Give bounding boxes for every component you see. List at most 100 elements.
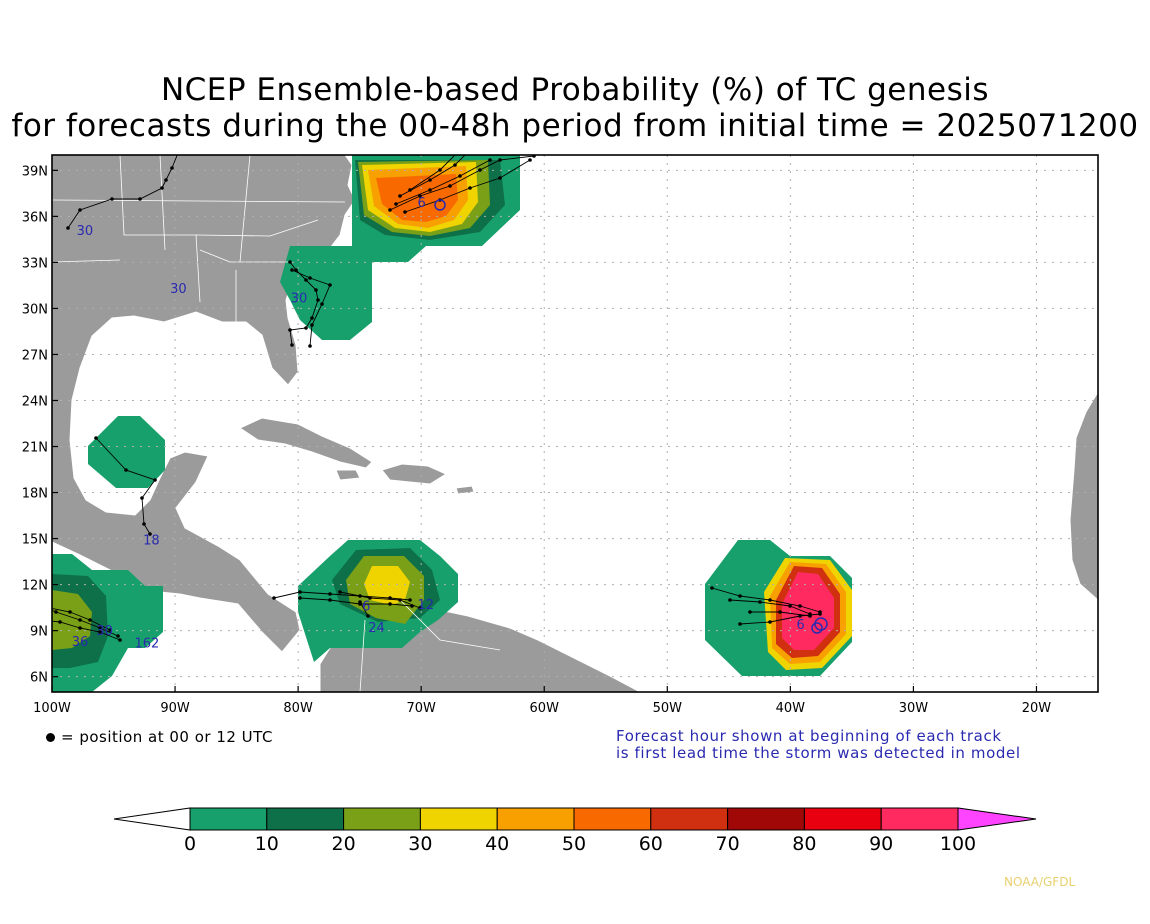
lat-tick-label: 24N bbox=[22, 394, 48, 409]
track-hour-label: 36 bbox=[72, 635, 89, 650]
track-dot bbox=[98, 626, 102, 630]
track-dot bbox=[468, 148, 472, 152]
track-dot bbox=[394, 202, 398, 206]
track-dot bbox=[778, 610, 782, 614]
land-cuba bbox=[238, 417, 373, 469]
track-dot bbox=[58, 620, 62, 624]
colorbar-tick-labels: 0 10 20 30 40 50 60 70 80 90 100 bbox=[184, 833, 976, 855]
lat-tick-label: 33N bbox=[22, 256, 48, 271]
forecast-note-line2: is first lead time the storm was detecte… bbox=[616, 744, 1021, 762]
track-dot bbox=[768, 620, 772, 624]
longitude-axis: 100W 90W 80W 70W 60W 50W 40W 30W 20W bbox=[33, 686, 1051, 716]
colorbar-tick-label: 0 bbox=[184, 833, 196, 855]
track-dot bbox=[138, 197, 142, 201]
track-dot bbox=[116, 634, 120, 638]
lon-tick-label: 80W bbox=[283, 701, 313, 716]
track-dot bbox=[798, 614, 802, 618]
track-dot bbox=[66, 226, 70, 230]
lat-tick-label: 15N bbox=[22, 533, 48, 548]
lon-tick-label: 30W bbox=[899, 701, 929, 716]
colorbar-tick-label: 50 bbox=[562, 833, 586, 855]
land-hispaniola bbox=[381, 463, 448, 485]
colorbar-segment bbox=[189, 807, 268, 831]
track-dot bbox=[110, 197, 114, 201]
track-hour-label: 30 bbox=[96, 624, 113, 639]
track-dot bbox=[272, 596, 276, 600]
colorbar-segment bbox=[880, 807, 959, 831]
lon-tick-label: 20W bbox=[1022, 701, 1052, 716]
track-dot bbox=[148, 532, 152, 536]
colorbar-segment bbox=[419, 807, 498, 831]
colorbar-segment bbox=[343, 807, 421, 831]
track-hour-label: 162 bbox=[134, 637, 159, 652]
forecast-note-line1: Forecast hour shown at beginning of each… bbox=[616, 727, 1002, 745]
track-dot bbox=[448, 184, 452, 188]
prob-area-yucatan-10 bbox=[88, 416, 165, 488]
track-dot bbox=[140, 496, 144, 500]
track-hour-label: 6 bbox=[417, 196, 425, 211]
track-dot bbox=[398, 598, 402, 602]
track-dot bbox=[310, 316, 314, 320]
colorbar-segment bbox=[650, 807, 729, 831]
track-dot bbox=[316, 298, 320, 302]
colorbar-tick-label: 30 bbox=[408, 833, 432, 855]
position-dot-icon bbox=[46, 733, 55, 742]
track-dot bbox=[403, 210, 407, 214]
track-dot bbox=[528, 158, 532, 162]
track-dot bbox=[98, 630, 102, 634]
map-title: NCEP Ensemble-based Probability (%) of T… bbox=[160, 72, 990, 108]
colorbar-under-arrow bbox=[113, 807, 191, 831]
colorbar-tick-label: 40 bbox=[485, 833, 509, 855]
colorbar-segment bbox=[803, 807, 882, 831]
track-dot bbox=[118, 638, 122, 642]
land-africa bbox=[1069, 391, 1098, 601]
track-dot bbox=[758, 600, 762, 604]
map-subtitle: for forecasts during the 00-48h period f… bbox=[11, 108, 1139, 144]
track-dot bbox=[418, 194, 422, 198]
colorbar-tick-label: 60 bbox=[639, 833, 663, 855]
lat-tick-label: 36N bbox=[22, 210, 48, 225]
track-dot bbox=[38, 618, 42, 622]
track-dot bbox=[728, 598, 732, 602]
track-dot bbox=[468, 186, 472, 190]
track-dot bbox=[478, 168, 482, 172]
track-dot bbox=[170, 166, 174, 170]
track-hour-label: 18 bbox=[143, 534, 160, 549]
colorbar-segment bbox=[266, 807, 345, 831]
lat-tick-label: 6N bbox=[30, 671, 48, 686]
track-dot bbox=[308, 344, 312, 348]
lat-tick-label: 9N bbox=[30, 625, 48, 640]
track-dot bbox=[142, 522, 146, 526]
forecast-note: Forecast hour shown at beginning of each… bbox=[616, 728, 1021, 762]
track-dot bbox=[298, 596, 302, 600]
track-dot bbox=[178, 146, 182, 150]
track-dot bbox=[294, 268, 298, 272]
track-dot bbox=[710, 586, 714, 590]
track-dot bbox=[288, 328, 292, 332]
track-dot bbox=[458, 174, 462, 178]
track-dot bbox=[108, 628, 112, 632]
storm-center-markers bbox=[434, 199, 828, 634]
lat-tick-label: 18N bbox=[22, 487, 48, 502]
map-frame bbox=[51, 154, 1099, 693]
track-dot bbox=[453, 163, 457, 167]
track-hour-label: 6 bbox=[362, 600, 370, 615]
colorbar-segment bbox=[573, 807, 652, 831]
probability-colorbar bbox=[113, 807, 1037, 831]
track-dot bbox=[160, 186, 164, 190]
track-dot bbox=[408, 188, 412, 192]
lon-tick-label: 100W bbox=[33, 701, 71, 716]
credit-text: NOAA/GFDL bbox=[1004, 875, 1076, 889]
track-hour-label: 30 bbox=[170, 282, 187, 297]
track-dot bbox=[164, 178, 168, 182]
track-dot bbox=[368, 596, 372, 600]
latitude-axis: 39N 36N 33N 30N 27N 24N 21N 18N 15N 12N 9N 6N bbox=[22, 164, 58, 686]
track-dot bbox=[788, 604, 792, 608]
track-dot bbox=[338, 590, 342, 594]
lon-tick-label: 90W bbox=[160, 701, 190, 716]
track-dot bbox=[798, 604, 802, 608]
colorbar-tick-label: 100 bbox=[940, 833, 976, 855]
track-dot bbox=[308, 276, 312, 280]
prob-area-florida-10 bbox=[280, 246, 372, 340]
lon-tick-label: 40W bbox=[776, 701, 806, 716]
